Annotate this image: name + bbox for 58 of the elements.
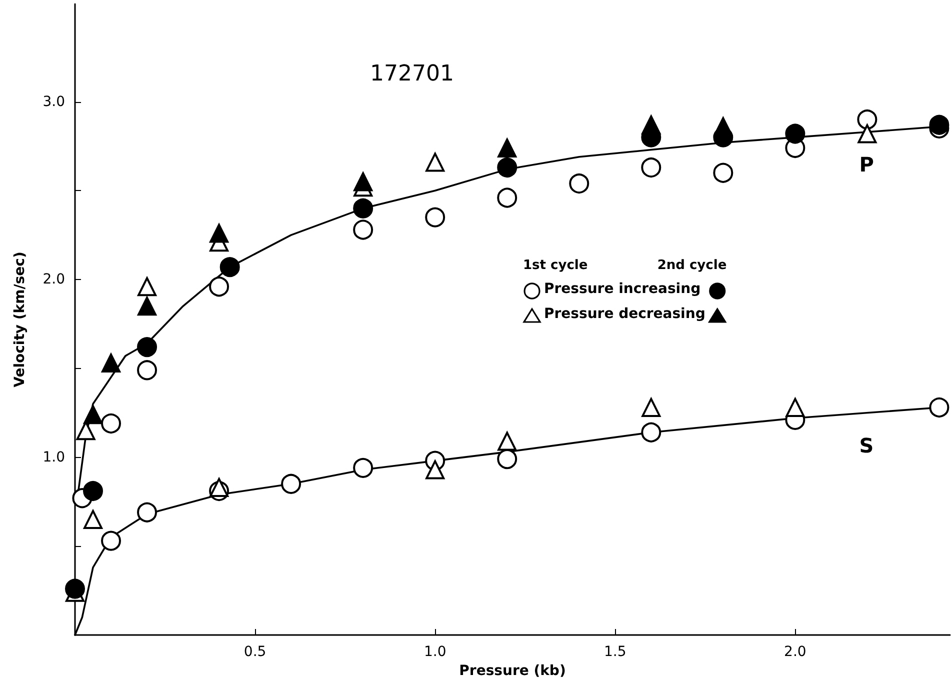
point <box>425 207 446 228</box>
point <box>497 158 518 178</box>
point <box>569 174 590 194</box>
point <box>353 198 374 218</box>
annotation: 1st cycle <box>523 258 588 273</box>
point <box>857 110 878 130</box>
point <box>220 257 240 278</box>
point <box>498 432 517 451</box>
point <box>102 354 121 373</box>
legend-label: Pressure decreasing <box>544 306 706 322</box>
x-tick-label: 0.5 <box>244 644 266 660</box>
point <box>137 337 158 358</box>
legend-label: Pressure increasing <box>544 281 701 297</box>
point <box>642 115 661 134</box>
point <box>642 398 661 417</box>
y-tick-label: 2.0 <box>42 272 65 288</box>
point <box>84 510 103 529</box>
point <box>353 458 374 478</box>
x-tick-label: 1.5 <box>604 644 626 660</box>
point <box>83 481 104 502</box>
point <box>929 397 950 418</box>
text: 172701 <box>370 62 454 86</box>
point <box>138 296 157 316</box>
y-axis-title: Velocity (km/sec) <box>12 252 28 388</box>
point <box>210 224 229 243</box>
point <box>497 188 518 208</box>
point <box>84 405 103 424</box>
point <box>929 114 950 135</box>
point <box>785 124 806 144</box>
annotation: S <box>859 433 874 458</box>
annotation: 2nd cycle <box>657 258 727 273</box>
point <box>65 578 85 599</box>
point <box>137 502 158 522</box>
y-tick-label: 1.0 <box>42 449 65 466</box>
point <box>137 360 158 380</box>
point <box>714 117 733 136</box>
point <box>426 152 445 172</box>
point <box>497 449 518 470</box>
annotation: P <box>859 152 874 177</box>
point <box>209 276 230 297</box>
point <box>786 398 805 417</box>
point <box>858 124 877 144</box>
point <box>101 530 122 551</box>
point <box>713 162 734 183</box>
point <box>210 478 229 497</box>
x-axis-title: Pressure (kb) <box>459 662 566 679</box>
x-tick-label: 2.0 <box>784 644 806 660</box>
point <box>101 413 122 434</box>
point <box>138 277 157 296</box>
point <box>498 138 517 158</box>
point <box>641 158 662 178</box>
point <box>353 220 374 240</box>
point <box>426 460 445 480</box>
point <box>281 474 302 494</box>
point <box>354 172 373 192</box>
point <box>641 422 662 442</box>
y-tick-label: 3.0 <box>42 94 65 110</box>
x-tick-label: 1.0 <box>424 644 446 660</box>
